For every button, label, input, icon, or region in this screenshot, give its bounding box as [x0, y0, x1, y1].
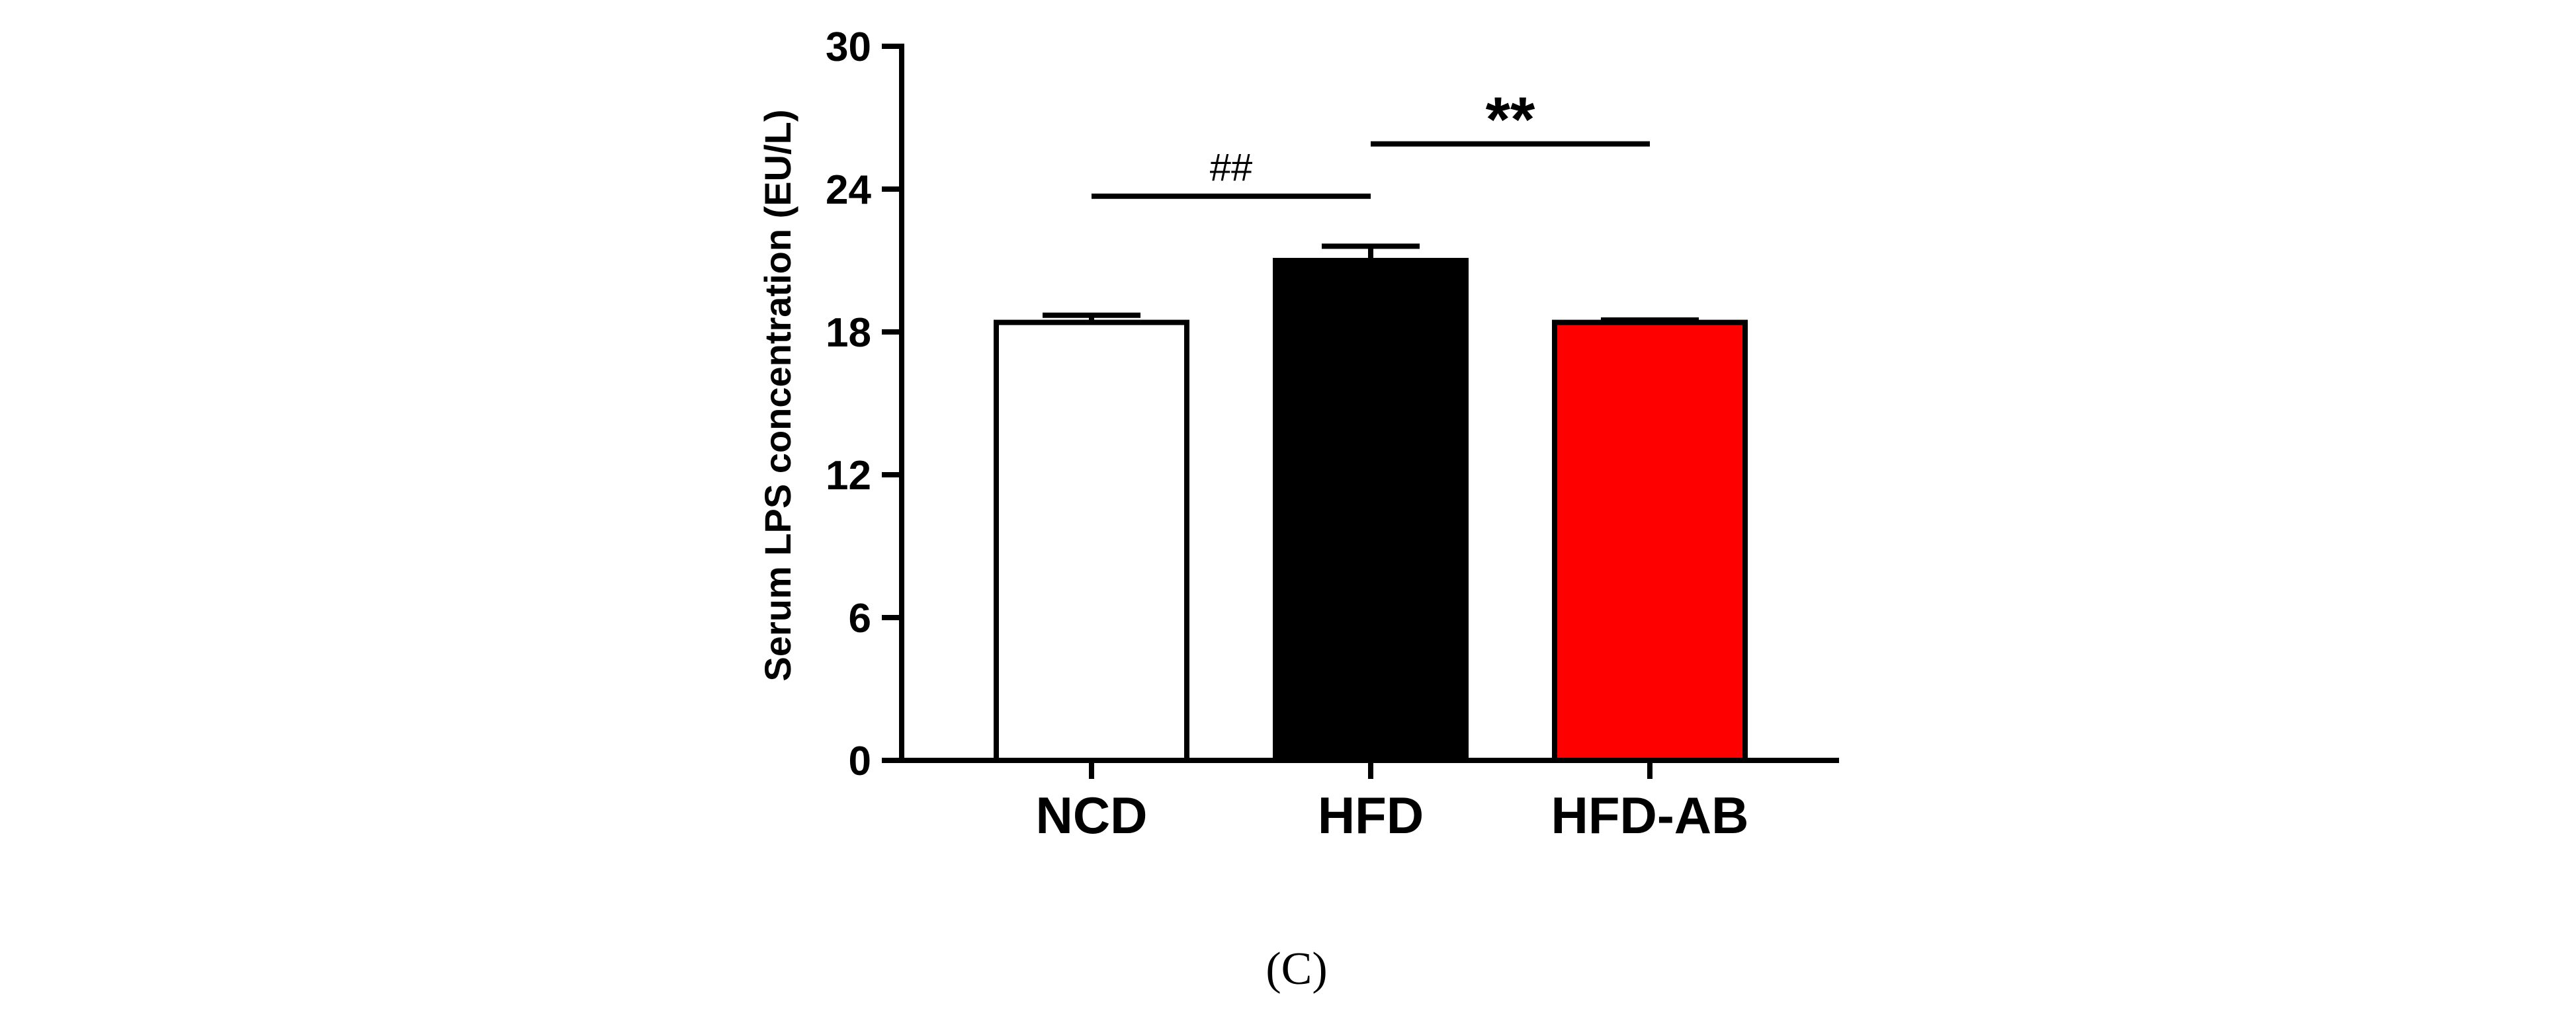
y-tick-label: 30: [826, 24, 871, 70]
bar-hfd: [1273, 258, 1469, 763]
x-tick-labels: NCD HFD HFD-AB: [1036, 760, 1749, 844]
bar-hfd-ab: [1552, 319, 1748, 764]
significance-brackets: ## **: [1092, 85, 1650, 199]
bars: [994, 258, 1748, 764]
y-ticks: 0 6 12 18 24 30: [826, 24, 902, 784]
y-axis-label-group: Serum LPS concentration (EU/L): [757, 110, 798, 682]
panel-label: (C): [1266, 944, 1327, 994]
error-bars: [1043, 243, 1699, 323]
y-tick-label: 24: [826, 167, 871, 213]
significance-label: **: [1486, 85, 1535, 155]
y-tick-label: 12: [826, 453, 871, 499]
y-tick-label: 18: [826, 310, 871, 356]
y-tick-label: 0: [849, 739, 871, 784]
x-tick-label: NCD: [1036, 786, 1148, 844]
y-axis-label: Serum LPS concentration (EU/L): [757, 110, 798, 682]
bar-ncd: [994, 319, 1189, 764]
x-tick-label: HFD: [1318, 786, 1424, 844]
y-tick-label: 6: [849, 596, 871, 641]
significance-label: ##: [1210, 146, 1253, 189]
x-tick-label: HFD-AB: [1551, 786, 1749, 844]
